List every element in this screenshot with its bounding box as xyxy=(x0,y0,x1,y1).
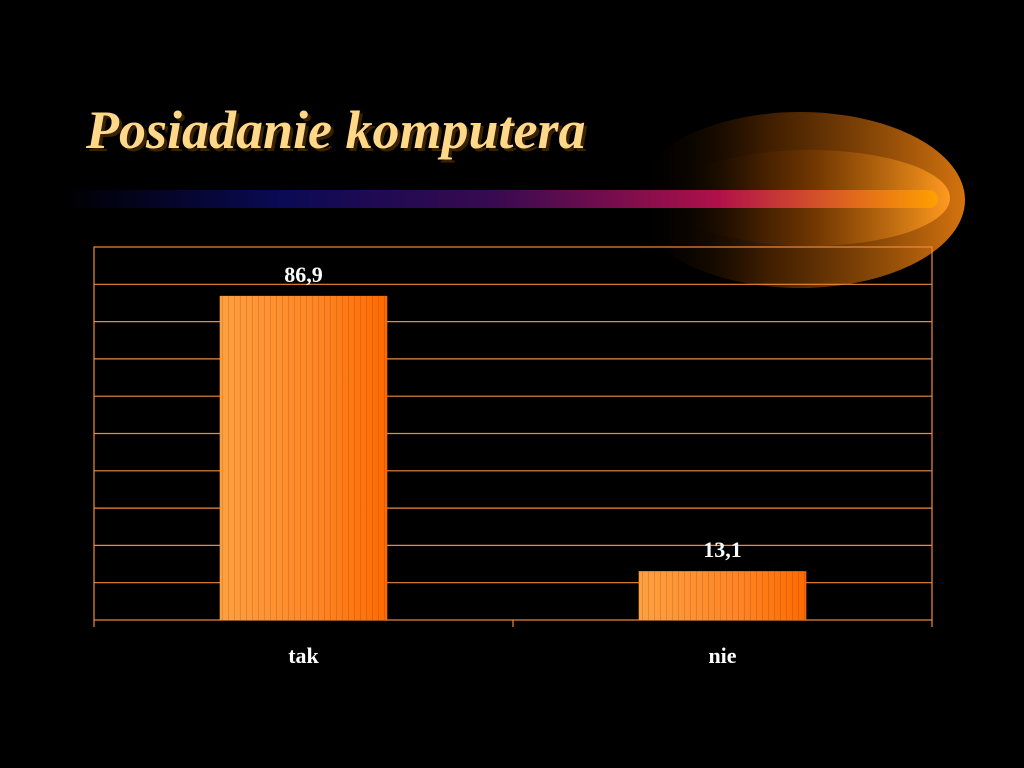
slide-title: Posiadanie komputera xyxy=(86,100,586,160)
data-label-nie: 13,1 xyxy=(703,537,742,562)
data-label-tak: 86,9 xyxy=(284,262,323,287)
gradient-line xyxy=(60,190,938,208)
bar-texture-tak xyxy=(219,295,388,620)
category-label-nie: nie xyxy=(708,643,736,668)
category-label-tak: tak xyxy=(288,643,319,668)
bar-texture-nie xyxy=(638,571,807,620)
labels: 86,9 tak 13,1 nie xyxy=(284,262,742,668)
bars xyxy=(219,295,807,620)
